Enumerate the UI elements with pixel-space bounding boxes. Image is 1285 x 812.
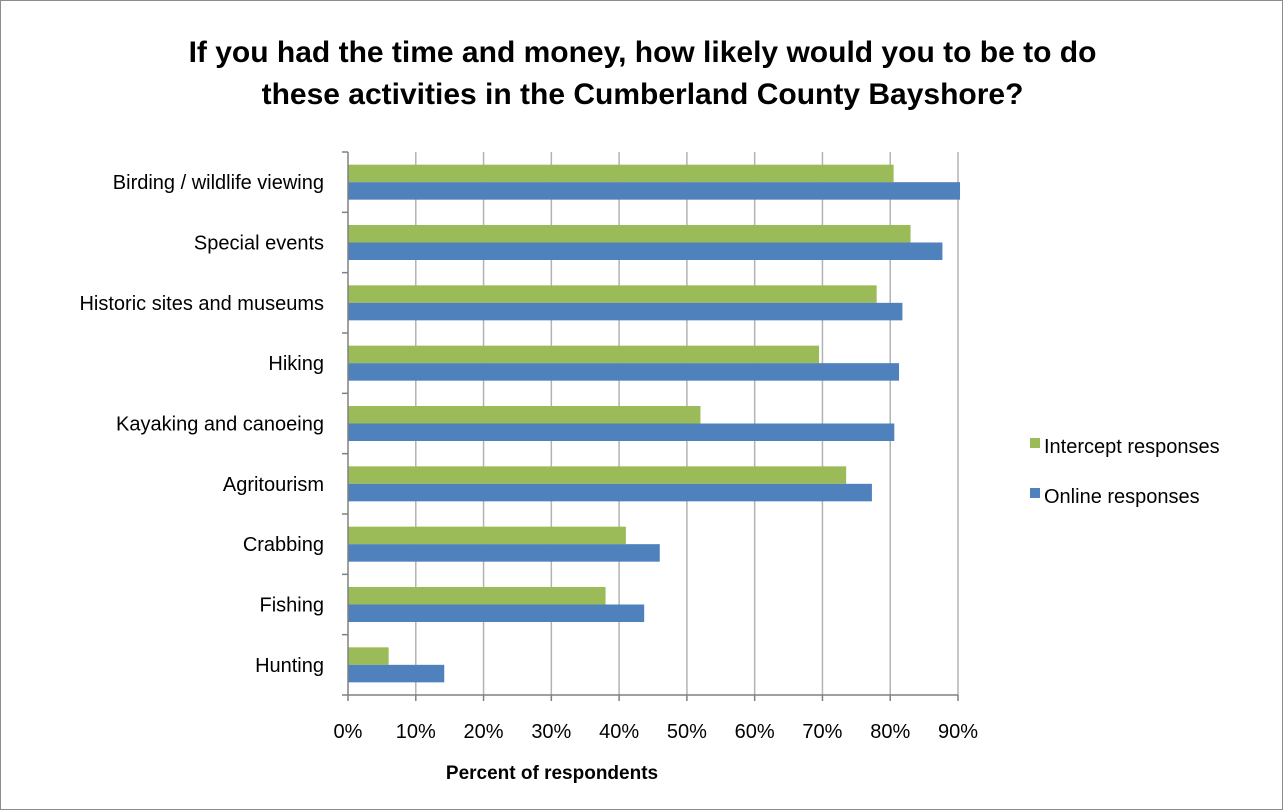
bar-intercept (348, 647, 389, 665)
x-tick-label: 20% (464, 721, 504, 743)
bar-online (348, 302, 903, 321)
tick-labels: 0% 10% 20% 30% 40% 50% 60% 70% 80% 90% Birding / w… (79, 172, 978, 743)
x-tick-label: 10% (396, 721, 436, 743)
x-tick-label: 90% (938, 721, 978, 743)
y-category-label: Kayaking and canoeing (116, 414, 324, 436)
x-tick-label: 50% (667, 721, 707, 743)
bar-intercept (348, 526, 626, 545)
x-tick-label: 80% (870, 721, 910, 743)
bar-online (348, 544, 660, 562)
chart-title: If you had the time and money, how likel… (0, 32, 1285, 116)
x-tick-label: 70% (802, 721, 842, 743)
x-tick-label: 30% (531, 721, 571, 743)
y-category-label: Agritourism (223, 474, 324, 496)
bar-online (348, 604, 645, 622)
legend-label-online: Online responses (1044, 486, 1200, 508)
bars (348, 164, 961, 683)
x-tick-label: 40% (599, 721, 639, 743)
bar-online (348, 664, 445, 683)
bar-online (348, 423, 895, 441)
x-tick-label: 60% (735, 721, 775, 743)
bar-online (348, 242, 943, 260)
bar-intercept (348, 225, 911, 243)
bar-online (348, 182, 961, 200)
bar-intercept (348, 466, 847, 484)
y-category-label: Special events (194, 233, 324, 255)
legend: Intercept responses Online responses (1030, 436, 1220, 508)
bar-intercept (348, 164, 894, 183)
y-category-label: Birding / wildlife viewing (113, 172, 324, 194)
legend-swatch-online (1030, 488, 1040, 498)
bar-online (348, 483, 872, 502)
y-category-label: Hiking (268, 353, 324, 375)
bar-intercept (348, 587, 606, 605)
legend-label-intercept: Intercept responses (1044, 436, 1220, 458)
x-tick-label: 0% (334, 721, 363, 743)
legend-swatch-intercept (1030, 438, 1040, 448)
bar-intercept (348, 406, 701, 424)
chart-title-line-1: If you had the time and money, how likel… (188, 36, 1097, 69)
bar-online (348, 363, 900, 381)
y-category-label: Historic sites and museums (79, 293, 324, 315)
axes (342, 151, 959, 701)
chart-title-line-2: these activities in the Cumberland Count… (261, 78, 1024, 111)
x-axis-title: Percent of respondents (446, 763, 658, 784)
bar-intercept (348, 345, 820, 364)
bar-intercept (348, 285, 877, 303)
y-category-label: Hunting (255, 655, 324, 677)
y-category-label: Crabbing (243, 534, 324, 556)
y-category-label: Fishing (260, 595, 324, 617)
